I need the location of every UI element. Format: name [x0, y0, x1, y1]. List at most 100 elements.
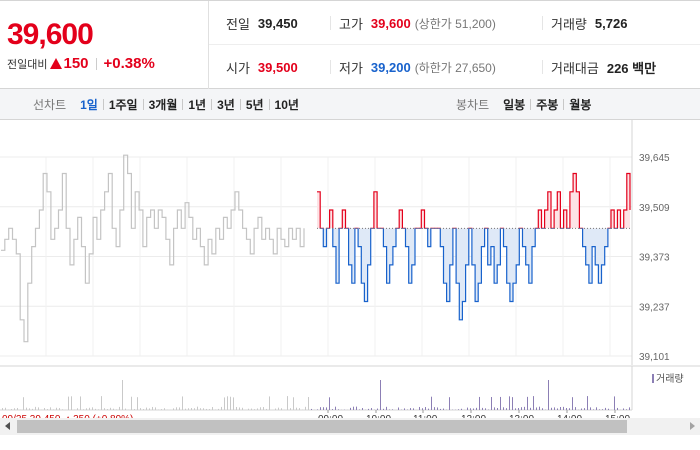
stat-label: 고가 — [339, 16, 363, 32]
line-chart-tabs: 선차트 1일 1주일 3개월 1년 3년 5년 10년 — [33, 89, 304, 119]
volume-bar — [317, 409, 318, 410]
divider — [530, 98, 532, 110]
volume-bar — [158, 409, 159, 410]
volume-bar — [554, 407, 555, 410]
volume-bar — [467, 407, 468, 410]
volume-bar — [629, 407, 630, 410]
volume-bar — [254, 409, 255, 410]
volume-bar — [131, 396, 132, 410]
volume-bar — [473, 408, 474, 410]
volume-bar — [107, 409, 108, 410]
volume-bar — [617, 407, 618, 410]
volume-bar — [299, 408, 300, 410]
stat-label: 거래대금 — [551, 60, 599, 76]
stat-limit: (하한가 27,650) — [414, 60, 496, 75]
tab-1d[interactable]: 1일 — [80, 97, 98, 112]
volume-bar — [338, 409, 339, 410]
volume-bar — [479, 396, 480, 410]
divider — [268, 98, 270, 110]
stat-open: 시가 39,500 — [226, 45, 298, 89]
volume-bar — [218, 408, 219, 410]
volume-bar — [308, 397, 309, 410]
series-line-down — [319, 228, 625, 321]
tab-monthly[interactable]: 월봉 — [569, 97, 592, 112]
divider — [182, 98, 184, 110]
stat-value: 39,200 — [370, 59, 411, 75]
scroll-right-arrow-icon[interactable] — [690, 422, 695, 430]
volume-bar — [449, 397, 450, 410]
volume-bar — [77, 408, 78, 410]
volume-bar — [590, 407, 591, 410]
volume-bar — [326, 407, 327, 410]
volume-bar — [11, 409, 12, 410]
volume-bar — [47, 409, 48, 410]
volume-bar — [593, 409, 594, 410]
stat-trade-amount: 거래대금 226 백만 — [542, 60, 656, 76]
volume-bar — [212, 407, 213, 410]
volume-bar — [197, 406, 198, 410]
volume-bar — [296, 407, 297, 410]
volume-bar — [62, 409, 63, 410]
volume-bar — [203, 408, 204, 410]
price-change-row: 전일대비 150 +0.38% — [7, 55, 155, 72]
tab-1y[interactable]: 1년 — [188, 97, 207, 112]
stat-row: 전일 39,450 고가 39,600 (상한가 51,200) 거래량 5,7… — [209, 1, 700, 45]
volume-bar — [224, 397, 225, 410]
volume-bar — [263, 407, 264, 410]
volume-bar — [257, 408, 258, 410]
volume-bar — [509, 396, 510, 410]
divider — [211, 98, 213, 110]
up-arrow-icon — [50, 58, 63, 69]
volume-bar — [521, 407, 522, 410]
volume-bar — [413, 408, 414, 410]
tab-5y[interactable]: 5년 — [245, 97, 264, 112]
stat-grid: 전일 39,450 고가 39,600 (상한가 51,200) 거래량 5,7… — [209, 1, 700, 89]
tab-3m[interactable]: 3개월 — [148, 97, 178, 112]
volume-bar — [548, 380, 549, 410]
chart-scrollbar[interactable] — [0, 418, 700, 435]
candle-chart-heading: 봉차트 — [456, 97, 490, 112]
tab-10y[interactable]: 10년 — [274, 97, 299, 112]
volume-bar — [5, 407, 6, 410]
tab-daily[interactable]: 일봉 — [503, 97, 526, 112]
volume-bar — [98, 409, 99, 410]
volume-bar — [176, 407, 177, 410]
volume-bar — [188, 408, 189, 410]
stat-value: 39,500 — [257, 59, 298, 75]
y-tick-label: 39,101 — [639, 352, 670, 363]
volume-bar — [380, 380, 381, 410]
scroll-left-arrow-icon[interactable] — [5, 422, 10, 430]
volume-bar — [287, 396, 288, 410]
volume-bar — [248, 408, 249, 410]
stat-low: 저가 39,200 (하한가 27,650) — [330, 59, 496, 76]
stat-label: 전일 — [226, 16, 250, 32]
volume-bar — [293, 397, 294, 410]
volume-bar — [443, 408, 444, 410]
volume-legend-swatch — [652, 374, 654, 383]
volume-bar — [536, 407, 537, 410]
line-chart-heading: 선차트 — [33, 97, 67, 112]
volume-bar — [524, 406, 525, 410]
volume-bar — [596, 407, 597, 410]
volume-bar — [209, 409, 210, 410]
volume-bar — [179, 407, 180, 410]
tab-weekly[interactable]: 주봉 — [536, 97, 559, 112]
volume-bar — [500, 396, 501, 410]
tab-3y[interactable]: 3년 — [217, 97, 235, 112]
tab-1w[interactable]: 1주일 — [108, 97, 138, 112]
volume-bar — [92, 407, 93, 410]
volume-bar — [149, 408, 150, 410]
stat-prev-close: 전일 39,450 — [226, 1, 298, 45]
volume-bar — [368, 408, 369, 410]
volume-bar — [239, 407, 240, 410]
volume-bar — [38, 407, 39, 410]
divider — [102, 98, 104, 110]
volume-bar — [353, 406, 354, 410]
volume-bar — [470, 408, 471, 410]
volume-bar — [242, 407, 243, 410]
chart-axis: 39,645 39,509 39,373 39,237 39,101 — [631, 120, 670, 365]
volume-bar — [587, 396, 588, 410]
scrollbar-thumb[interactable] — [17, 420, 627, 433]
volume-bar — [419, 406, 420, 410]
change-percent: +0.38% — [103, 55, 155, 72]
